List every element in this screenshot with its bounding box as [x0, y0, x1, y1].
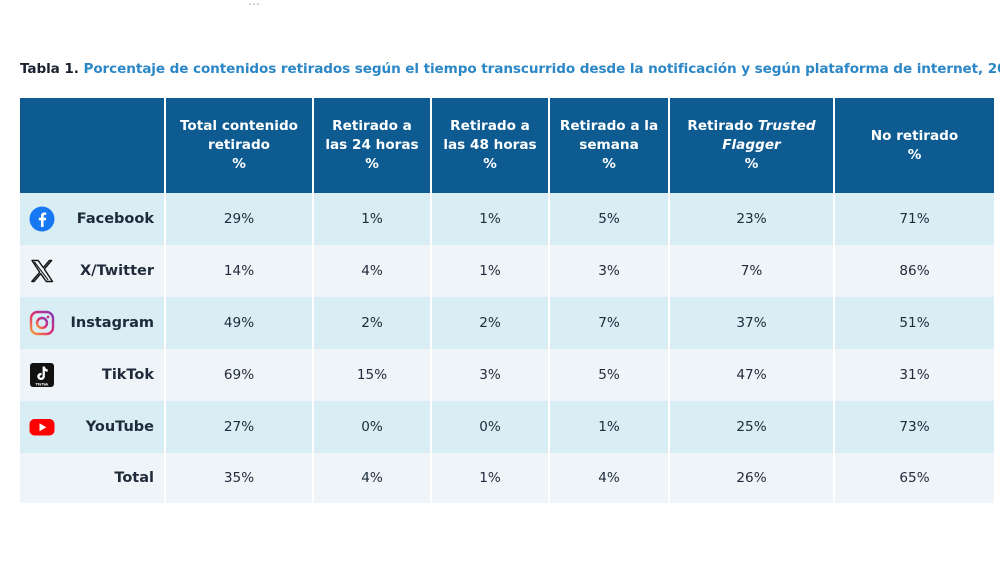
platform-cell: YouTube — [20, 401, 166, 453]
table-cell: 5% — [549, 193, 670, 245]
table-cell: 25% — [669, 401, 835, 453]
total-label-cell: Total — [20, 453, 166, 503]
table-cell: 51% — [834, 297, 994, 349]
platform-cell: X/Twitter — [20, 245, 166, 297]
table-cell: 2% — [431, 297, 550, 349]
header-unit: % — [744, 156, 759, 172]
header-line: Flagger — [722, 137, 781, 153]
header-line: Retirado Trusted — [676, 117, 827, 136]
table-cell: 31% — [834, 349, 994, 401]
table-cell: 26% — [669, 453, 835, 503]
table-cell: 86% — [834, 245, 994, 297]
youtube-icon — [29, 419, 55, 436]
table-cell: 7% — [549, 297, 670, 349]
table-cell: 23% — [669, 193, 835, 245]
header-line: Retirado a — [332, 118, 412, 134]
facebook-icon — [29, 206, 55, 232]
table-row-instagram: Instagram 49% 2% 2% 7% 37% 51% — [20, 297, 994, 349]
table-caption: Tabla 1. Porcentaje de contenidos retira… — [20, 61, 1000, 77]
header-platform — [20, 98, 166, 193]
table-cell: 27% — [165, 401, 314, 453]
header-line: No retirado — [870, 127, 959, 144]
header-unit: % — [907, 146, 922, 163]
table-cell: 3% — [431, 349, 550, 401]
instagram-icon — [29, 310, 55, 336]
header-retirado-24h: Retirado a las 24 horas % — [313, 98, 432, 193]
table-cell: 1% — [431, 193, 550, 245]
caption-text: Porcentaje de contenidos retirados según… — [83, 61, 1000, 77]
header-unit: % — [483, 156, 497, 172]
table-cell: 73% — [834, 401, 994, 453]
table-cell: 5% — [549, 349, 670, 401]
table-row-x-twitter: X/Twitter 14% 4% 1% 3% 7% 86% — [20, 245, 994, 297]
table-cell: 69% — [165, 349, 314, 401]
header-line-italic: Trusted — [757, 118, 816, 134]
table-cell: 4% — [549, 453, 670, 503]
header-line: Retirado a — [450, 118, 530, 134]
data-table: Total contenido retirado % Retirado a la… — [20, 98, 994, 503]
cropped-top-text: … — [248, 0, 260, 8]
platform-cell: TikTok TikTok — [20, 349, 166, 401]
table-cell: 0% — [431, 401, 550, 453]
header-trusted-flagger: Retirado Trusted Flagger % — [669, 98, 835, 193]
platform-cell: Facebook — [20, 193, 166, 245]
table-cell: 7% — [669, 245, 835, 297]
header-line: semana — [579, 137, 639, 153]
platform-name: YouTube — [85, 419, 154, 435]
header-no-retirado: No retirado % — [834, 98, 994, 193]
table-row-total: Total 35% 4% 1% 4% 26% 65% — [20, 453, 994, 503]
table-cell: 14% — [165, 245, 314, 297]
platform-name: Facebook — [76, 211, 154, 227]
table-cell: 1% — [431, 453, 550, 503]
table-cell: 15% — [313, 349, 432, 401]
header-retirado-48h: Retirado a las 48 horas % — [431, 98, 550, 193]
tiktok-icon: TikTok — [30, 363, 54, 387]
table-cell: 1% — [313, 193, 432, 245]
header-line: retirado — [207, 137, 271, 153]
table-cell: 47% — [669, 349, 835, 401]
header-unit: % — [365, 156, 379, 172]
table-cell: 71% — [834, 193, 994, 245]
table-cell: 2% — [313, 297, 432, 349]
tiktok-icon-text: TikTok — [36, 382, 50, 386]
platform-name: Instagram — [70, 315, 155, 331]
total-label: Total — [114, 470, 154, 486]
header-line: Total contenido — [179, 118, 299, 134]
table-row-youtube: YouTube 27% 0% 0% 1% 25% 73% — [20, 401, 994, 453]
table-cell: 37% — [669, 297, 835, 349]
table-cell: 0% — [313, 401, 432, 453]
table-cell: 65% — [834, 453, 994, 503]
header-row: Total contenido retirado % Retirado a la… — [20, 98, 994, 193]
header-line-part: Retirado — [687, 118, 754, 134]
table-cell: 29% — [165, 193, 314, 245]
platform-name: TikTok — [101, 367, 154, 383]
platform-name: X/Twitter — [80, 263, 154, 279]
table-cell: 4% — [313, 453, 432, 503]
header-unit: % — [232, 156, 246, 172]
header-line: las 24 horas — [325, 137, 419, 153]
table-cell: 1% — [549, 401, 670, 453]
table-cell: 3% — [549, 245, 670, 297]
table-row-facebook: Facebook 29% 1% 1% 5% 23% 71% — [20, 193, 994, 245]
table-cell: 1% — [431, 245, 550, 297]
header-line: las 48 horas — [443, 137, 537, 153]
header-line: Retirado a la — [559, 118, 659, 134]
platform-cell: Instagram — [20, 297, 166, 349]
x-twitter-icon — [31, 259, 54, 283]
header-total-retirado: Total contenido retirado % — [165, 98, 314, 193]
header-unit: % — [602, 156, 616, 172]
table-cell: 49% — [165, 297, 314, 349]
header-retirado-semana: Retirado a la semana % — [549, 98, 670, 193]
table-cell: 35% — [165, 453, 314, 503]
caption-label: Tabla 1. — [20, 61, 79, 77]
table-cell: 4% — [313, 245, 432, 297]
table-row-tiktok: TikTok TikTok 69% 15% 3% 5% 47% 31% — [20, 349, 994, 401]
